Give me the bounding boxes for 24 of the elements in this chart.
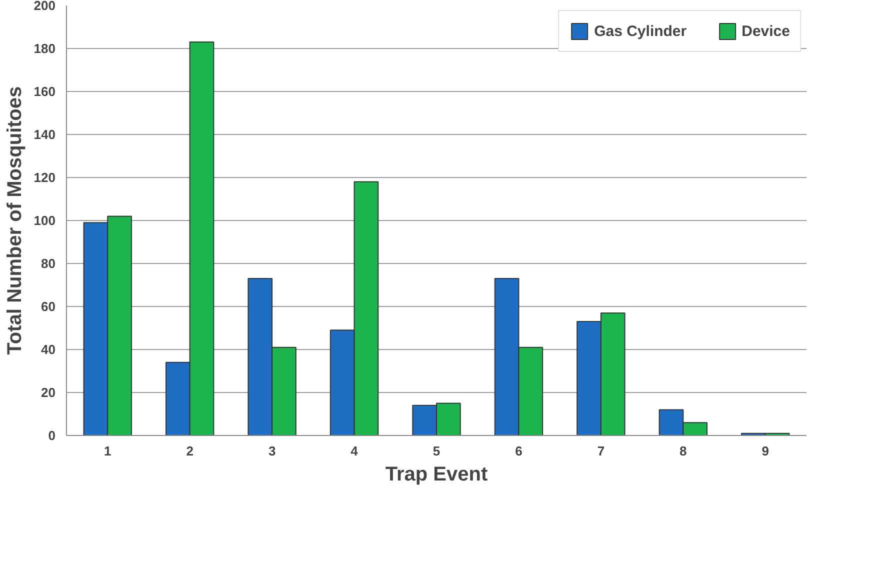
y-tick-label: 180 [34, 41, 56, 56]
legend-label: Gas Cylinder [594, 22, 687, 40]
x-tick-label: 2 [186, 444, 194, 458]
y-axis-title: Total Number of Mosquitoes [4, 86, 26, 355]
y-tick-label: 200 [34, 0, 56, 13]
y-tick-label: 20 [41, 385, 56, 400]
x-tick-label: 6 [515, 444, 522, 458]
y-tick-label: 120 [34, 170, 56, 185]
x-tick-label: 3 [268, 444, 276, 458]
y-tick-label: 60 [41, 299, 56, 314]
x-tick-label: 4 [350, 444, 359, 458]
y-tick-label: 80 [41, 256, 56, 271]
legend-label: Device [742, 22, 790, 40]
y-tick-label: 100 [34, 213, 56, 228]
y-tick-label: 0 [48, 428, 56, 443]
x-tick-label: 5 [432, 444, 440, 458]
y-tick-label: 140 [34, 127, 56, 142]
x-tick-label: 8 [680, 444, 687, 458]
y-tick-label: 40 [41, 342, 56, 357]
x-tick-label: 1 [104, 444, 112, 458]
x-tick-label: 7 [597, 444, 605, 458]
x-axis-title: Trap Event [385, 464, 488, 486]
y-tick-label: 160 [34, 84, 56, 99]
x-tick-label: 9 [762, 444, 770, 458]
